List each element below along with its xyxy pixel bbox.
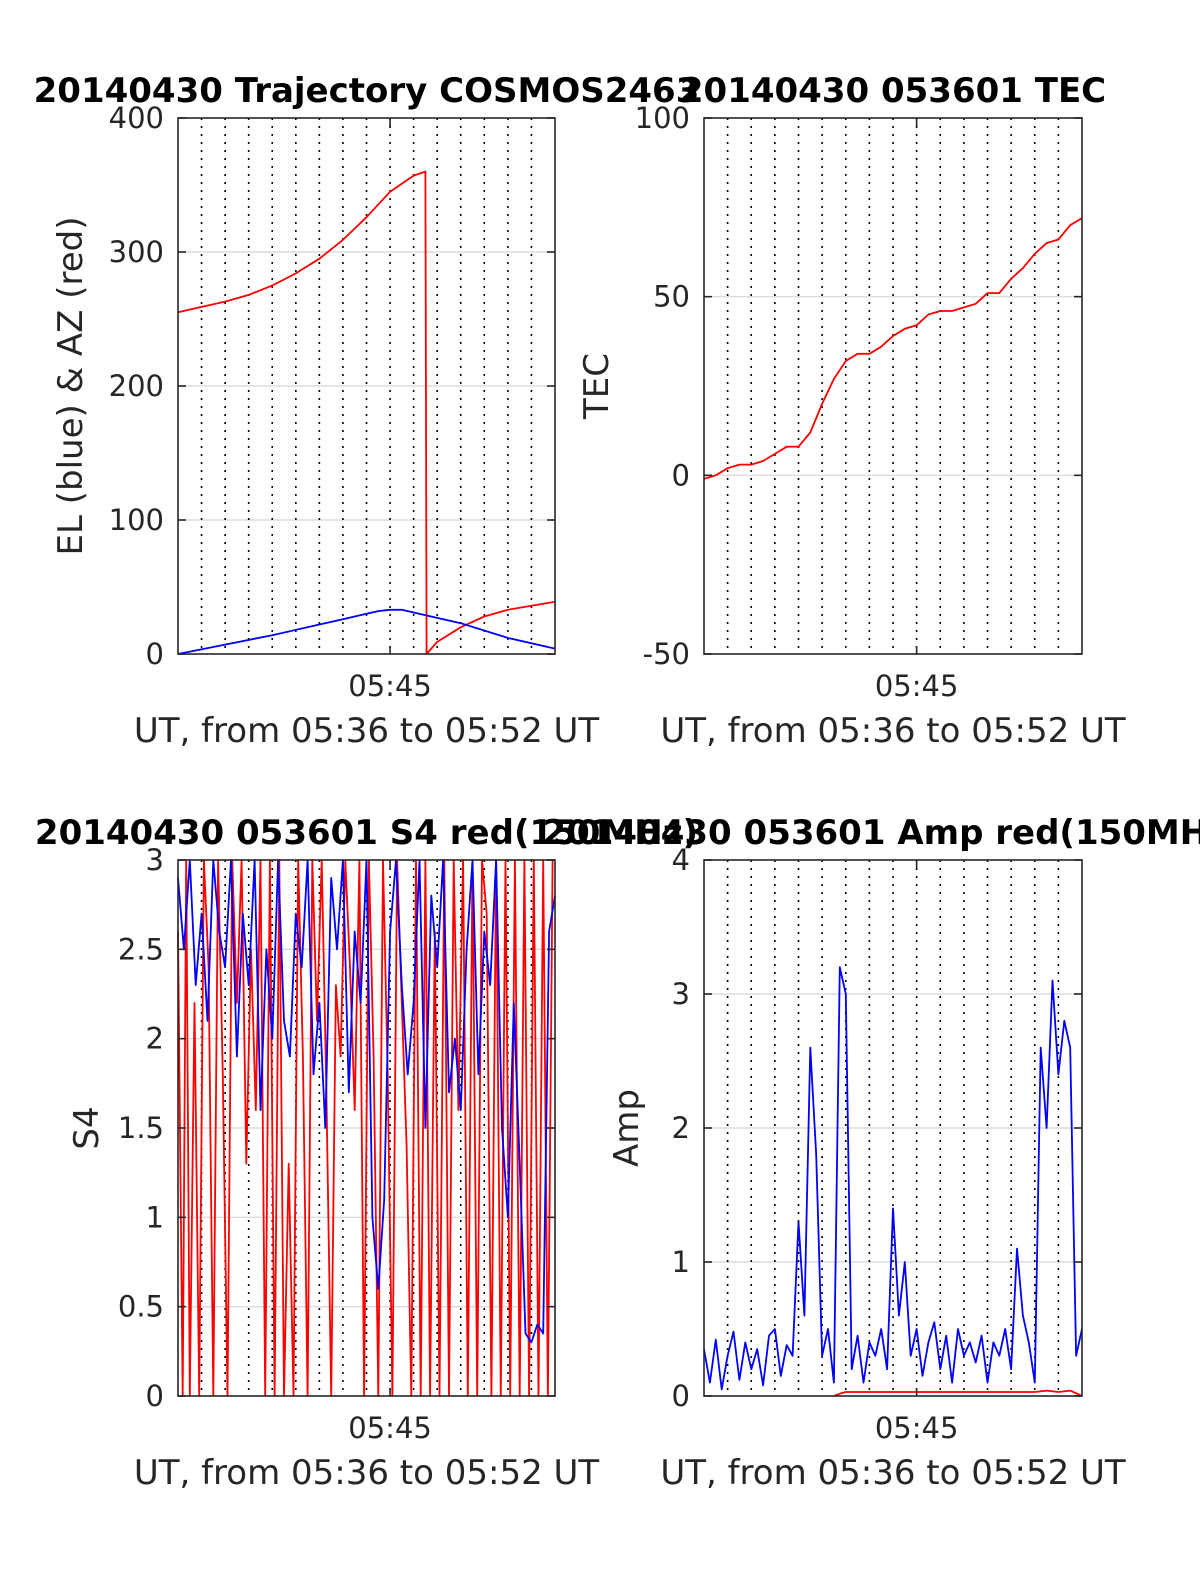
trajectory-x-ticks: 05:45 — [348, 118, 432, 703]
trajectory-x-label: UT, from 05:36 to 05:52 UT — [134, 711, 600, 751]
trajectory-y-tick-label-3: 300 — [109, 235, 164, 269]
s4-x-tick-label-0: 05:45 — [348, 1411, 432, 1445]
amp-y-tick-label-0: 0 — [672, 1379, 690, 1413]
amp-y-ticks: 0 1 2 3 4 — [672, 843, 1082, 1413]
tec-y-tick-label-2: 50 — [653, 280, 690, 314]
trajectory-x-tick-label-0: 05:45 — [348, 669, 432, 703]
tec-title: 20140430 053601 TEC — [680, 71, 1106, 111]
s4-y-tick-label-5: 2.5 — [118, 932, 164, 966]
amp-y-tick-label-4: 4 — [672, 843, 690, 877]
s4-x-label: UT, from 05:36 to 05:52 UT — [134, 1453, 600, 1493]
trajectory-y-ticks: 0 100 200 300 400 — [109, 101, 555, 671]
s4-y-tick-label-3: 1.5 — [118, 1111, 164, 1145]
s4-y-tick-label-2: 1 — [146, 1200, 164, 1234]
trajectory-y-tick-label-2: 200 — [109, 369, 164, 403]
tec-axes-box — [703, 117, 1083, 655]
tec-series-az — [703, 217, 1083, 480]
s4-y-tick-label-4: 2 — [146, 1022, 164, 1056]
tec-panel: -50 0 50 100 05:45 20140430 053601 TEC UT, … — [577, 71, 1126, 751]
amp-series-az — [833, 1389, 1083, 1397]
s4-title: 20140430 053601 S4 red(150MHz) — [35, 813, 698, 853]
amp-y-label: Amp — [607, 1089, 647, 1167]
trajectory-grid — [178, 118, 555, 654]
tec-x-label: UT, from 05:36 to 05:52 UT — [660, 711, 1126, 751]
trajectory-series-el — [177, 608, 556, 655]
s4-panel: 0 0.5 1 1.5 2 2.5 3 05:45 20140430 053601 S4 r… — [35, 813, 698, 1493]
s4-y-tick-label-6: 3 — [146, 843, 164, 877]
s4-y-tick-label-0: 0 — [146, 1379, 164, 1413]
trajectory-plot — [177, 170, 556, 655]
trajectory-y-label: EL (blue) & AZ (red) — [51, 216, 91, 555]
amp-title: 20140430 053601 Amp red(150MHz) — [542, 813, 1200, 853]
amp-panel: 0 1 2 3 4 05:45 20140430 053601 Amp red(150M… — [542, 813, 1200, 1493]
amp-x-ticks: 05:45 — [875, 860, 959, 1445]
trajectory-title: 20140430 Trajectory COSMOS2463 — [34, 71, 700, 111]
tec-y-label: TEC — [577, 353, 617, 420]
tec-x-ticks: 05:45 — [875, 118, 959, 703]
s4-x-ticks: 05:45 — [348, 860, 432, 1445]
amp-grid — [704, 860, 1082, 1396]
tec-y-ticks: -50 0 50 100 — [635, 101, 1082, 671]
amp-y-tick-label-1: 1 — [672, 1245, 690, 1279]
amp-x-label: UT, from 05:36 to 05:52 UT — [660, 1453, 1126, 1493]
trajectory-panel: 0 100 200 300 400 05:45 20140430 Trajectory … — [34, 71, 700, 751]
s4-y-ticks: 0 0.5 1 1.5 2 2.5 3 — [118, 843, 555, 1413]
amp-x-tick-label-0: 05:45 — [875, 1411, 959, 1445]
s4-y-tick-label-1: 0.5 — [118, 1290, 164, 1324]
trajectory-y-tick-label-0: 0 — [146, 637, 164, 671]
amp-series-el — [703, 966, 1083, 1391]
trajectory-y-tick-label-1: 100 — [109, 503, 164, 537]
tec-grid — [704, 118, 1082, 654]
tec-y-tick-label-1: 0 — [672, 458, 690, 492]
amp-y-tick-label-3: 3 — [672, 977, 690, 1011]
trajectory-series-az — [177, 170, 556, 655]
tec-x-tick-label-0: 05:45 — [875, 669, 959, 703]
amp-y-tick-label-2: 2 — [672, 1111, 690, 1145]
trajectory-y-tick-label-4: 400 — [109, 101, 164, 135]
tec-y-tick-label-0: -50 — [643, 637, 690, 671]
tec-plot — [703, 217, 1083, 480]
tec-y-tick-label-3: 100 — [635, 101, 690, 135]
amp-plot — [703, 966, 1083, 1397]
s4-y-label: S4 — [67, 1106, 107, 1149]
